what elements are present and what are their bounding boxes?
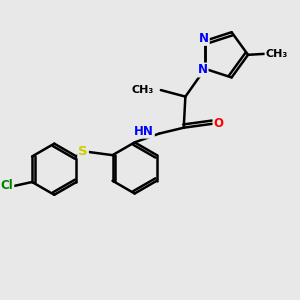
- Text: O: O: [214, 117, 224, 130]
- Text: N: N: [199, 32, 209, 45]
- Text: CH₃: CH₃: [131, 85, 154, 95]
- Text: Cl: Cl: [1, 179, 13, 192]
- Text: CH₃: CH₃: [266, 49, 288, 58]
- Text: HN: HN: [134, 125, 154, 138]
- Text: S: S: [78, 145, 88, 158]
- Text: N: N: [198, 64, 208, 76]
